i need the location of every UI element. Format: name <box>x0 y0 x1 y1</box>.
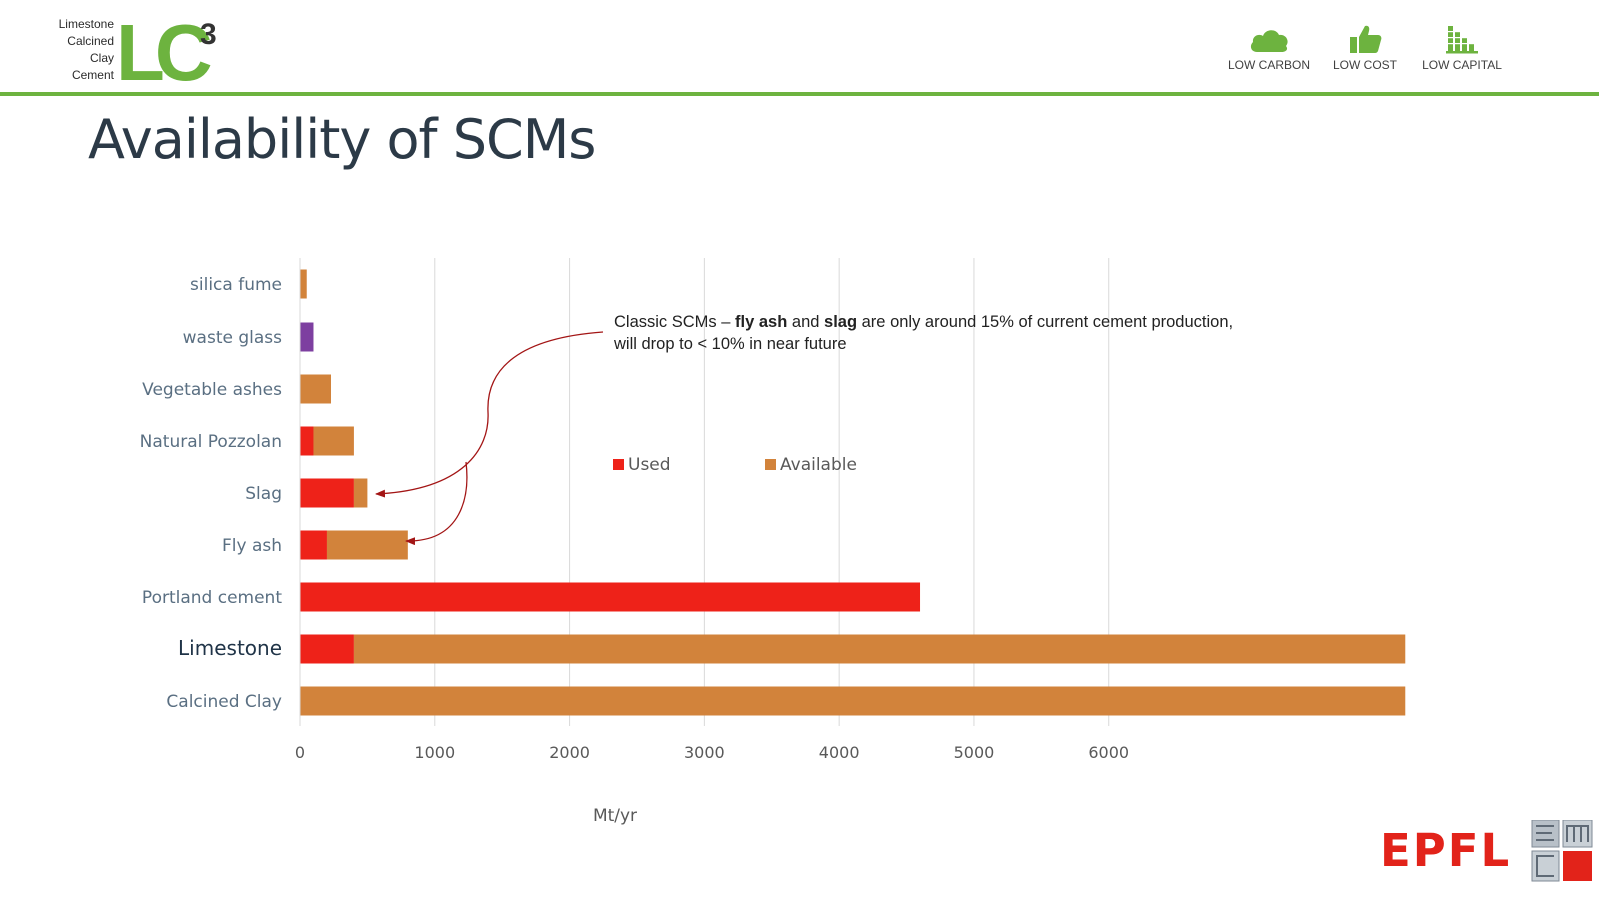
legend-swatch-available <box>765 459 776 470</box>
bar-used <box>300 530 327 560</box>
x-axis-label: Mt/yr <box>593 806 637 826</box>
category-label: Natural Pozzolan <box>140 432 282 452</box>
category-label: Limestone <box>178 636 282 660</box>
bar-used <box>300 478 354 508</box>
header-divider <box>0 92 1599 96</box>
bar-available <box>353 478 368 508</box>
badge-label: LOW CAPITAL <box>1422 58 1502 72</box>
category-label: Portland cement <box>142 588 282 608</box>
bar-waste-glass <box>300 322 314 352</box>
annotation-arrow-fly-ash <box>405 461 468 546</box>
legend-swatch-used <box>613 459 624 470</box>
annotation-line-1: Classic SCMs – fly ash and slag are only… <box>614 313 1233 331</box>
bar-used <box>300 582 921 612</box>
slide-header: Limestone Calcined Clay Cement LC 3 LOW … <box>0 0 1599 96</box>
category-label: Slag <box>245 484 282 504</box>
cloud-icon <box>1250 30 1288 52</box>
x-tick-label: 3000 <box>684 743 725 762</box>
x-tick-label: 5000 <box>954 743 995 762</box>
badge-low-carbon: LOW CARBON <box>1228 24 1310 72</box>
epfl-logo: EPFL <box>1380 820 1593 882</box>
badge-label: LOW CARBON <box>1228 58 1311 72</box>
thumbs-up-icon <box>1350 25 1382 53</box>
category-label: Calcined Clay <box>166 692 282 712</box>
lc3-logo: Limestone Calcined Clay Cement LC 3 <box>56 14 231 84</box>
bar-available <box>300 686 1406 716</box>
lc3-mark: LC 3 <box>118 14 221 82</box>
x-tick-label: 0 <box>295 743 305 762</box>
x-tick-label: 4000 <box>819 743 860 762</box>
badge-low-capital: LOW CAPITAL <box>1420 24 1504 72</box>
logo-word: Cement <box>71 68 114 82</box>
logo-words: Limestone Calcined Clay Cement <box>56 16 114 84</box>
annotation-line-2: will drop to < 10% in near future <box>613 335 847 353</box>
x-tick-label: 2000 <box>549 743 590 762</box>
category-label: silica fume <box>190 275 282 295</box>
logo-superscript: 3 <box>200 18 217 51</box>
bar-available <box>353 634 1406 664</box>
bar-used <box>300 426 314 456</box>
lmc-lab-icon <box>1531 820 1593 882</box>
bar-available <box>300 374 332 404</box>
category-label: Vegetable ashes <box>142 380 282 400</box>
category-label: waste glass <box>183 328 282 348</box>
badge-low-cost: LOW COST <box>1332 24 1398 72</box>
bar-used <box>300 634 354 664</box>
bar-available <box>300 269 307 299</box>
epfl-wordmark: EPFL <box>1380 824 1511 877</box>
bar-available <box>326 530 408 560</box>
badge-label: LOW COST <box>1332 58 1397 72</box>
logo-word: Calcined <box>67 34 114 48</box>
category-label: Fly ash <box>222 536 282 556</box>
bar-stack-icon <box>1446 26 1478 54</box>
legend-label: Used <box>628 455 671 475</box>
x-tick-label: 1000 <box>414 743 455 762</box>
bar-available <box>313 426 354 456</box>
logo-word: Clay <box>89 51 114 65</box>
slide-title: Availability of SCMs <box>88 108 596 171</box>
logo-word: Limestone <box>58 17 114 31</box>
annotation-arrow-slag <box>375 331 604 498</box>
x-tick-label: 6000 <box>1088 743 1129 762</box>
legend-label: Available <box>780 455 857 475</box>
